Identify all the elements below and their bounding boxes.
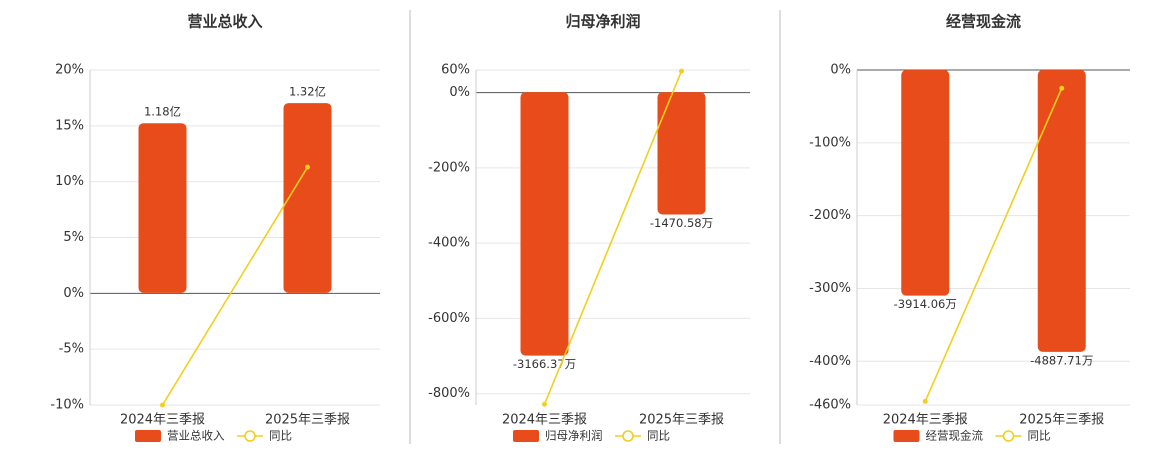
legend-swatch (893, 430, 920, 442)
line-point (160, 402, 165, 408)
y-tick-label: 60% (441, 63, 470, 78)
line-point (1059, 85, 1065, 91)
y-tick-label: -5% (59, 342, 84, 357)
line-point (542, 401, 547, 407)
y-tick-label: 0% (449, 85, 470, 100)
bar-value-label: -3166.37万 (513, 357, 576, 371)
legend-marker (244, 430, 256, 442)
y-tick-label: 5% (63, 230, 84, 245)
bar-value-label: -1470.58万 (650, 216, 713, 230)
legend-label: 同比 (1028, 429, 1051, 443)
bar (1037, 70, 1086, 352)
x-tick-label: 2024年三季报 (883, 413, 968, 428)
y-tick-label: 20% (55, 63, 84, 78)
bar-value-label: -4887.71万 (1030, 353, 1093, 367)
y-tick-label: 15% (55, 118, 84, 133)
bar-value-label: 1.32亿 (289, 85, 326, 99)
y-tick-label: 10% (55, 174, 84, 189)
x-tick-label: 2024年三季报 (502, 413, 587, 428)
y-tick-label: -400% (809, 354, 851, 369)
y-tick-label: -10% (50, 398, 84, 413)
bar-value-label: -3914.06万 (894, 297, 957, 311)
line (543, 70, 683, 405)
x-tick-label: 2025年三季报 (1019, 413, 1104, 428)
legend-label: 归母净利润 (545, 429, 603, 443)
legend-label: 同比 (269, 429, 292, 443)
legend-label: 同比 (647, 429, 670, 443)
legend-swatch (135, 430, 161, 442)
chart-title: 归母净利润 (565, 13, 640, 31)
y-tick-label: -200% (809, 208, 851, 223)
line-point (679, 68, 684, 74)
line (161, 166, 309, 406)
legend-marker (1002, 430, 1015, 442)
bar (138, 123, 187, 293)
y-tick-label: -600% (428, 311, 470, 326)
bar (901, 70, 950, 296)
bar (657, 92, 706, 215)
legend-label: 经营现金流 (926, 429, 984, 443)
y-tick-label: -300% (809, 281, 851, 296)
y-tick-label: -100% (809, 135, 851, 150)
legend-label: 营业总收入 (167, 429, 225, 443)
legend-swatch (513, 430, 539, 442)
y-tick-label: -200% (428, 160, 470, 175)
line-point (922, 398, 928, 404)
chart-title: 经营现金流 (946, 13, 1021, 31)
y-tick-label: 0% (830, 63, 851, 78)
y-tick-label: 0% (63, 286, 84, 301)
line (924, 87, 1063, 402)
x-tick-label: 2024年三季报 (120, 413, 205, 428)
x-tick-label: 2025年三季报 (639, 413, 724, 428)
legend-marker (622, 430, 634, 442)
y-tick-label: -460% (809, 398, 851, 413)
bar-value-label: 1.18亿 (144, 105, 181, 119)
bar (520, 92, 569, 356)
y-tick-label: -400% (428, 236, 470, 251)
bar (283, 103, 332, 293)
y-tick-label: -800% (428, 386, 470, 401)
chart-title: 营业总收入 (187, 13, 262, 31)
line-point (305, 164, 310, 170)
x-tick-label: 2025年三季报 (265, 413, 350, 428)
